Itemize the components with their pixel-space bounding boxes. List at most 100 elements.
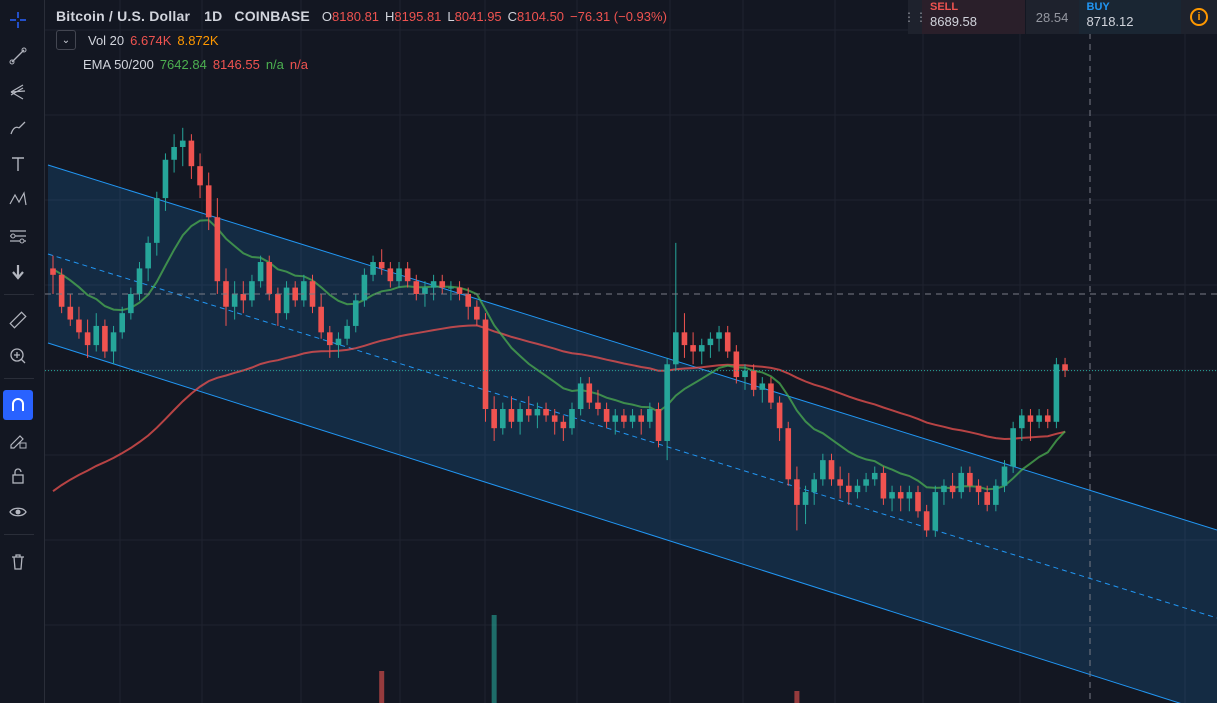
ema-indicator-name[interactable]: EMA 50/200 — [83, 56, 154, 72]
symbol-name[interactable]: Bitcoin / U.S. Dollar — [56, 8, 191, 24]
candle-body — [698, 345, 705, 352]
spread-value: 28.54 — [1035, 9, 1069, 25]
candle-body — [387, 268, 394, 282]
buy-button[interactable]: BUY 8718.12 — [1078, 0, 1182, 34]
text-icon[interactable] — [4, 150, 32, 178]
candle-body — [707, 338, 714, 346]
toolbar-divider — [4, 378, 34, 379]
volume-legend-row: ⌄ Vol 20 6.674K 8.872K — [56, 28, 667, 52]
trend-line-icon[interactable] — [4, 42, 32, 70]
candle-body — [283, 287, 290, 314]
candle-body — [560, 421, 567, 429]
candle-body — [768, 383, 774, 403]
candle-body — [975, 485, 982, 493]
lock-drawing-icon[interactable] — [4, 426, 32, 454]
candle-body — [84, 332, 91, 346]
ema50-path — [52, 219, 1066, 491]
lock-icon[interactable] — [4, 462, 32, 490]
candle-body — [724, 332, 731, 352]
candle-body — [569, 409, 575, 429]
candle-body — [750, 370, 757, 390]
candle-body — [119, 313, 125, 333]
toolbar-divider — [4, 294, 34, 295]
pattern-icon[interactable] — [4, 186, 32, 214]
candle-body — [958, 472, 965, 493]
ema200-path — [52, 324, 1066, 493]
candle-body — [179, 140, 186, 147]
trading-panel: ⋮⋮ SELL 8689.58 28.54 BUY 8718.12 i — [903, 0, 1217, 34]
ruler-icon[interactable] — [4, 306, 32, 334]
candle-body — [932, 492, 939, 531]
candle-body — [1027, 415, 1034, 422]
candle-body — [733, 351, 740, 378]
candle-body — [915, 492, 921, 512]
candle-body — [534, 409, 541, 416]
trash-icon[interactable] — [4, 548, 32, 576]
candle-body — [612, 415, 619, 422]
chevron-down-icon[interactable]: ⌄ — [56, 30, 76, 50]
volume-bar — [491, 615, 497, 703]
candle-body — [655, 409, 662, 441]
prediction-icon[interactable] — [4, 222, 32, 250]
candle-body — [551, 415, 558, 422]
candle-body — [292, 287, 298, 301]
candle-body — [482, 319, 489, 410]
candle-body — [136, 268, 143, 294]
sell-button[interactable]: SELL 8689.58 — [922, 0, 1026, 34]
candle-body — [880, 472, 887, 499]
candle-body — [50, 268, 56, 275]
drag-handle-icon[interactable]: ⋮⋮ — [903, 10, 927, 24]
chart-grid — [45, 0, 1217, 703]
candle-body — [1036, 415, 1042, 422]
candle-body — [404, 268, 411, 282]
candle-body — [474, 306, 480, 320]
candle-body — [1001, 466, 1008, 486]
candle-body — [456, 287, 463, 294]
candle-body — [828, 460, 835, 480]
candle-body — [301, 281, 307, 301]
volume-indicator-name[interactable]: Vol 20 — [88, 32, 125, 48]
volume-ma-value: 8.872K — [177, 32, 219, 48]
candle-body — [742, 370, 748, 378]
candle-body — [941, 485, 947, 493]
info-button[interactable]: i — [1181, 0, 1217, 34]
candle-body — [128, 293, 134, 314]
pitchfork-icon[interactable] — [4, 78, 32, 106]
ohlc-high: H8195.81 — [385, 8, 442, 24]
symbol-row: Bitcoin / U.S. Dollar 1D COINBASE O8180.… — [56, 4, 667, 28]
candle-body — [949, 485, 956, 493]
candle-body — [871, 472, 878, 480]
candle-body — [846, 485, 852, 493]
candle-body — [993, 485, 999, 505]
candle-body — [110, 332, 117, 352]
regression-channel — [47, 164, 1217, 703]
ema50-line — [52, 219, 1066, 491]
candle-body — [820, 460, 826, 480]
candle-body — [681, 332, 688, 346]
magnet-icon[interactable] — [3, 390, 33, 420]
candle-body — [439, 281, 446, 288]
crosshair-icon[interactable] — [4, 6, 32, 34]
candle-body — [465, 293, 471, 307]
candle-body — [525, 409, 532, 416]
drawing-toolbar — [0, 0, 45, 703]
ohlc-close: C8104.50 — [507, 8, 565, 24]
brush-icon[interactable] — [4, 114, 32, 142]
interval-label[interactable]: 1D — [204, 8, 223, 24]
volume-value: 6.674K — [130, 32, 172, 48]
candle-body — [58, 274, 65, 307]
price-change: −76.31 (−0.93%) — [570, 8, 667, 24]
ohlc-open: O8180.81 — [321, 8, 380, 24]
candle-body — [145, 242, 151, 269]
candle-body — [266, 262, 273, 294]
candle-body — [759, 383, 766, 390]
price-chart[interactable] — [45, 0, 1217, 703]
zoom-in-icon[interactable] — [4, 342, 32, 370]
candle-body — [577, 383, 584, 410]
candle-body — [430, 281, 437, 288]
arrow-down-icon[interactable] — [4, 258, 32, 286]
candle-body — [794, 479, 800, 505]
candle-body — [802, 492, 809, 505]
candle-body — [1010, 428, 1016, 467]
eye-icon[interactable] — [4, 498, 32, 526]
